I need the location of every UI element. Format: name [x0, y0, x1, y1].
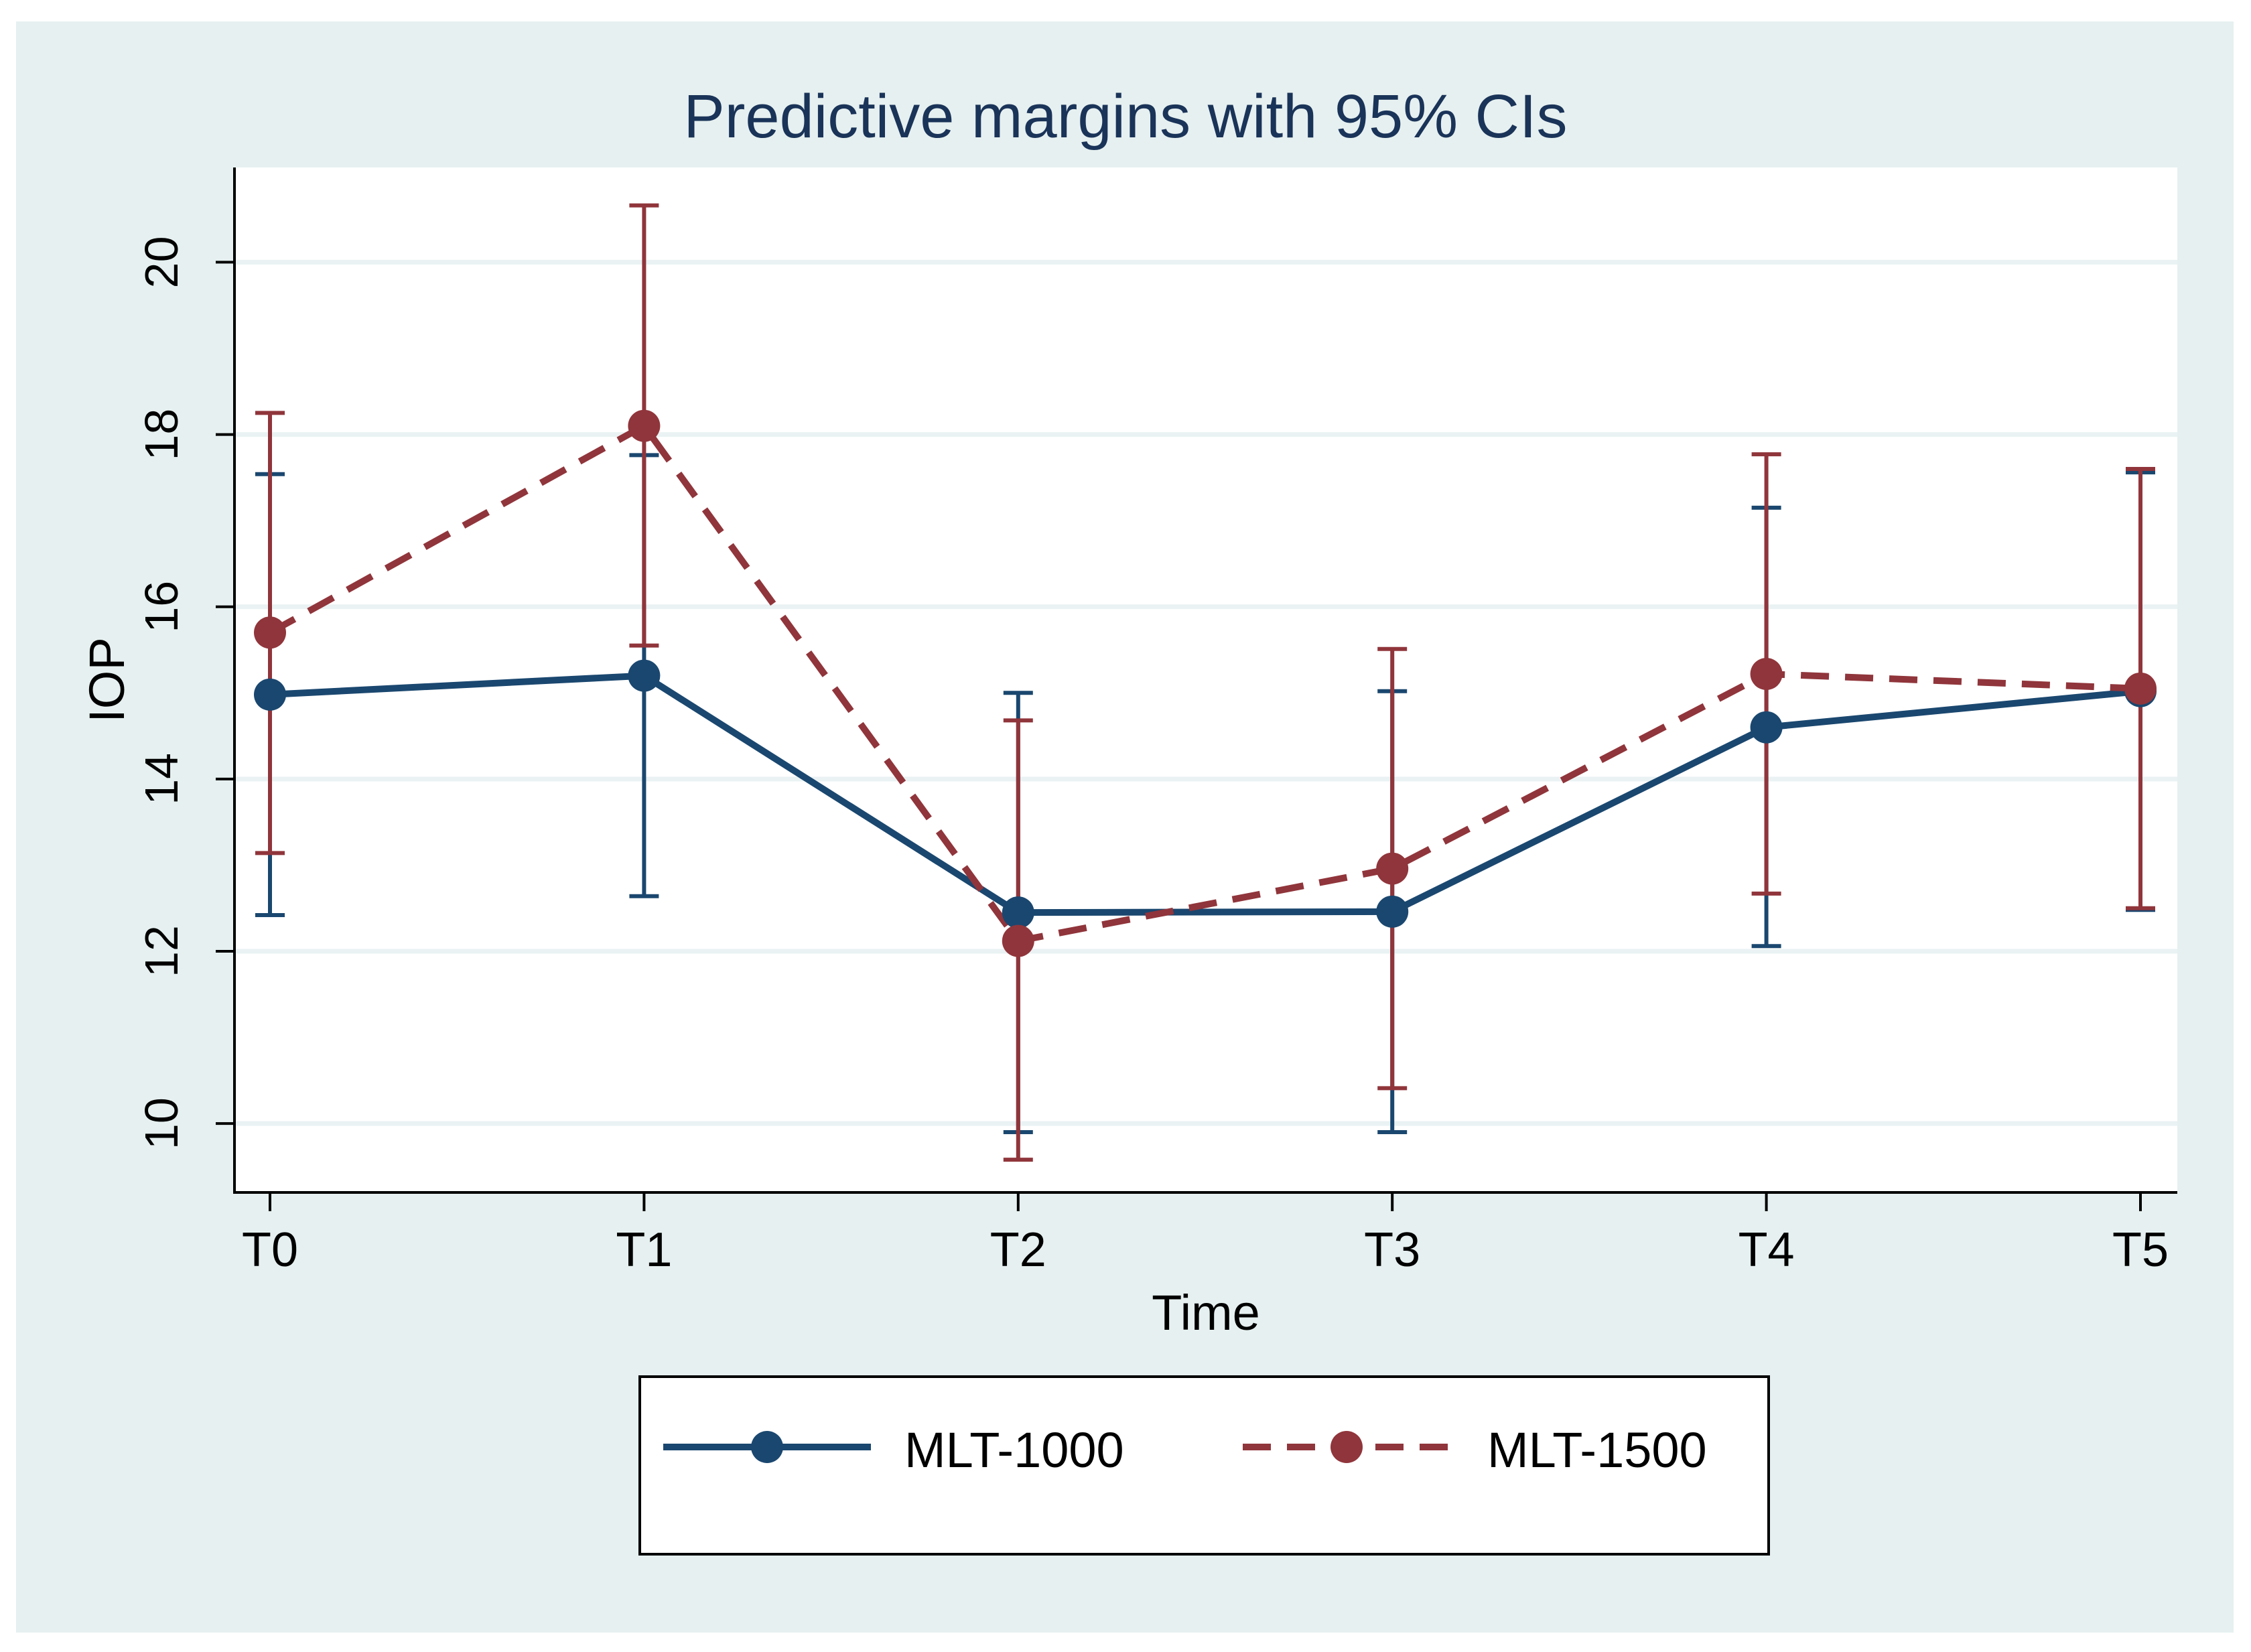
point-mlt-1000-T1: [628, 659, 661, 692]
x-tick-label-T1: T1: [616, 1223, 672, 1277]
y-tick-label-14: 14: [135, 753, 188, 805]
y-tick-label-20: 20: [135, 236, 188, 288]
y-tick-label-10: 10: [135, 1097, 188, 1150]
point-mlt-1500-T5: [2124, 672, 2157, 705]
point-mlt-1000-T3: [1376, 895, 1409, 928]
legend-marker-mlt-1000: [751, 1431, 783, 1463]
x-axis-title: Time: [1152, 1285, 1260, 1340]
x-tick-label-T0: T0: [242, 1223, 298, 1277]
point-mlt-1500-T0: [254, 616, 286, 649]
legend-label-mlt-1500: MLT-1500: [1487, 1422, 1707, 1478]
point-mlt-1000-T2: [1002, 896, 1034, 929]
point-mlt-1500-T1: [628, 409, 661, 442]
chart-title: Predictive margins with 95% CIs: [683, 82, 1567, 151]
point-mlt-1500-T4: [1750, 658, 1783, 690]
gridlines: [236, 259, 2177, 1126]
series-lines: [268, 422, 2141, 945]
y-tick-label-12: 12: [135, 925, 188, 977]
y-axis-ticks: 10 12 14 16 18 20: [135, 236, 234, 1150]
legend: MLT-1000 MLT-1500: [638, 1375, 1770, 1556]
x-tick-label-T2: T2: [990, 1223, 1046, 1277]
x-axis-ticks: T0 T1 T2 T3 T4 T5: [242, 1192, 2169, 1277]
legend-item-mlt-1500: MLT-1500: [1243, 1422, 1707, 1478]
y-tick-label-18: 18: [135, 409, 188, 461]
point-mlt-1500-T2: [1002, 924, 1034, 957]
point-mlt-1000-T4: [1750, 711, 1783, 744]
series-markers: [254, 409, 2157, 957]
legend-box: [638, 1375, 1770, 1556]
point-mlt-1500-T3: [1376, 852, 1409, 885]
legend-item-mlt-1000: MLT-1000: [663, 1422, 1124, 1478]
series-line-mlt-1500: [268, 422, 2141, 945]
x-tick-label-T4: T4: [1738, 1223, 1795, 1277]
legend-label-mlt-1000: MLT-1000: [904, 1422, 1124, 1478]
y-axis-title: IOP: [79, 637, 135, 722]
point-mlt-1000-T0: [254, 678, 286, 711]
y-tick-label-16: 16: [135, 581, 188, 633]
x-tick-label-T3: T3: [1364, 1223, 1420, 1277]
series-line-mlt-1000: [269, 672, 2141, 916]
x-tick-label-T5: T5: [2112, 1223, 2169, 1277]
legend-marker-mlt-1500: [1331, 1431, 1363, 1463]
